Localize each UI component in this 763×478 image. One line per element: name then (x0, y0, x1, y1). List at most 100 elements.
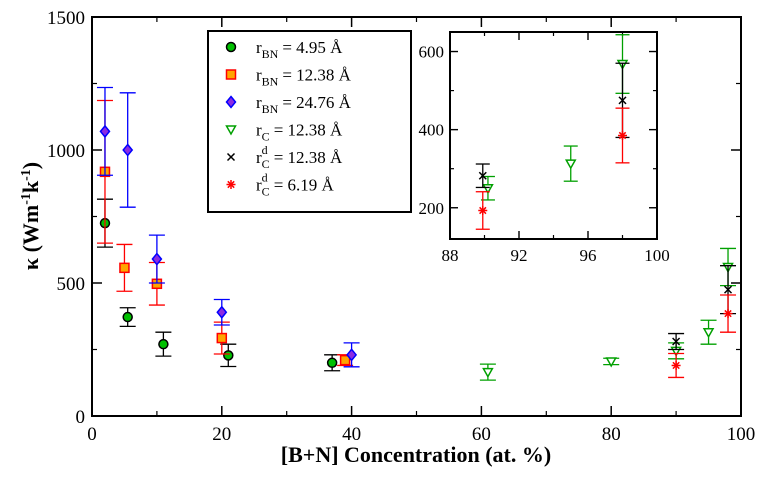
svg-text:κ (Wm-1k-1): κ (Wm-1k-1) (18, 162, 43, 270)
marker-star (226, 180, 236, 189)
data-point (324, 354, 341, 372)
marker-diamond (99, 124, 111, 139)
legend-value: = 24.76 Å (282, 93, 351, 112)
inset-y-tick-label: 600 (419, 43, 445, 62)
y-tick-label: 0 (76, 407, 86, 428)
data-point (119, 307, 136, 328)
main-series (96, 86, 737, 381)
marker-star (618, 131, 627, 140)
marker-triangle (482, 367, 494, 379)
inset-x-tick-label: 88 (442, 246, 459, 265)
marker-triangle (605, 357, 617, 368)
marker-x (226, 152, 236, 162)
marker-diamond (225, 95, 237, 109)
marker-x (672, 337, 681, 346)
marker-x (618, 96, 627, 105)
data-point (700, 319, 717, 345)
legend-value: = 4.95 Å (282, 38, 343, 57)
marker-x (723, 285, 733, 294)
y-axis-label-sup1: -1 (19, 193, 34, 205)
marker-triangle (482, 183, 494, 195)
y-axis-label-mid: k (18, 180, 43, 193)
x-tick-label: 20 (212, 424, 231, 445)
marker-square (225, 69, 237, 80)
legend-sub: BN (262, 102, 279, 116)
y-tick-label: 1000 (47, 141, 85, 162)
data-point (96, 86, 113, 176)
inset-data-point (475, 191, 490, 230)
legend-symbol: r (256, 93, 262, 112)
legend-symbol: r (256, 176, 262, 195)
legend-label: rd C = 6.19 Å (256, 171, 335, 199)
legend-item: rBN = 12.38 Å (225, 66, 352, 89)
marker-diamond (151, 252, 163, 266)
marker-diamond (122, 143, 134, 157)
legend-value: = 12.38 Å (274, 121, 343, 140)
x-tick-label: 0 (87, 424, 97, 445)
data-point (343, 342, 360, 368)
legend-sup: d (262, 143, 268, 157)
legend-box (207, 30, 412, 213)
inset: 88 92 96 100 200 400 600 (419, 31, 670, 265)
marker-circle (225, 41, 237, 53)
legend-label: rBN = 12.38 Å (256, 66, 352, 89)
x-tick-label: 80 (602, 424, 621, 445)
legend-item: rBN = 4.95 Å (225, 38, 343, 61)
data-point (116, 243, 133, 292)
marker-x (478, 171, 487, 180)
legend-label: rC = 12.38 Å (256, 121, 343, 144)
legend-sub: C (262, 157, 270, 171)
inset-x-tick-label: 100 (644, 246, 670, 265)
y-tick-label: 1500 (47, 8, 85, 29)
legend-label: rd C = 12.38 Å (256, 143, 343, 171)
data-point (337, 354, 354, 367)
marker-triangle (564, 159, 577, 170)
legend-label: rBN = 24.76 Å (256, 93, 352, 116)
legend-value: = 12.38 Å (282, 66, 351, 85)
inset-data-point (563, 145, 578, 182)
x-tick-label: 60 (472, 424, 491, 445)
legend-sub: BN (262, 75, 279, 89)
data-point (213, 321, 230, 355)
legend-symbol: r (256, 66, 262, 85)
data-point (213, 298, 230, 326)
marker-square (216, 332, 228, 344)
legend-sub: C (262, 185, 270, 199)
marker-diamond (346, 348, 358, 362)
legend-sub: C (262, 130, 270, 144)
marker-square (339, 354, 351, 366)
legend-item: rd C = 12.38 Å (226, 143, 343, 171)
legend-value: = 12.38 Å (274, 148, 343, 167)
inset-data-point (615, 107, 630, 164)
marker-triangle (225, 125, 237, 136)
y-axis-label-prefix: κ (Wm (18, 205, 43, 270)
inset-series (475, 34, 630, 230)
data-point (720, 294, 737, 333)
legend-sub: BN (262, 47, 279, 61)
marker-circle (122, 311, 133, 323)
data-point (119, 92, 136, 208)
y-axis-label-sup2: -1 (19, 169, 34, 181)
marker-diamond (216, 305, 228, 319)
y-tick-label: 500 (57, 274, 86, 295)
x-axis-label: [B+N] Concentration (at. %) (281, 442, 551, 467)
legend-sup: d (262, 171, 268, 185)
y-axis-label-suffix: ) (18, 162, 43, 169)
data-point (668, 352, 685, 379)
marker-circle (158, 338, 169, 350)
legend-item: rd C = 6.19 Å (226, 171, 335, 199)
inset-data-point (475, 163, 490, 189)
legend-item: rC = 12.38 Å (225, 121, 343, 144)
marker-circle (223, 350, 234, 361)
inset-x-tick-label: 92 (511, 246, 528, 265)
legend-value: = 6.19 Å (274, 176, 335, 195)
marker-star (478, 205, 488, 215)
marker-square (119, 262, 130, 274)
inset-y-tick-label: 200 (419, 199, 445, 218)
data-point (603, 357, 620, 368)
data-point (668, 332, 685, 351)
